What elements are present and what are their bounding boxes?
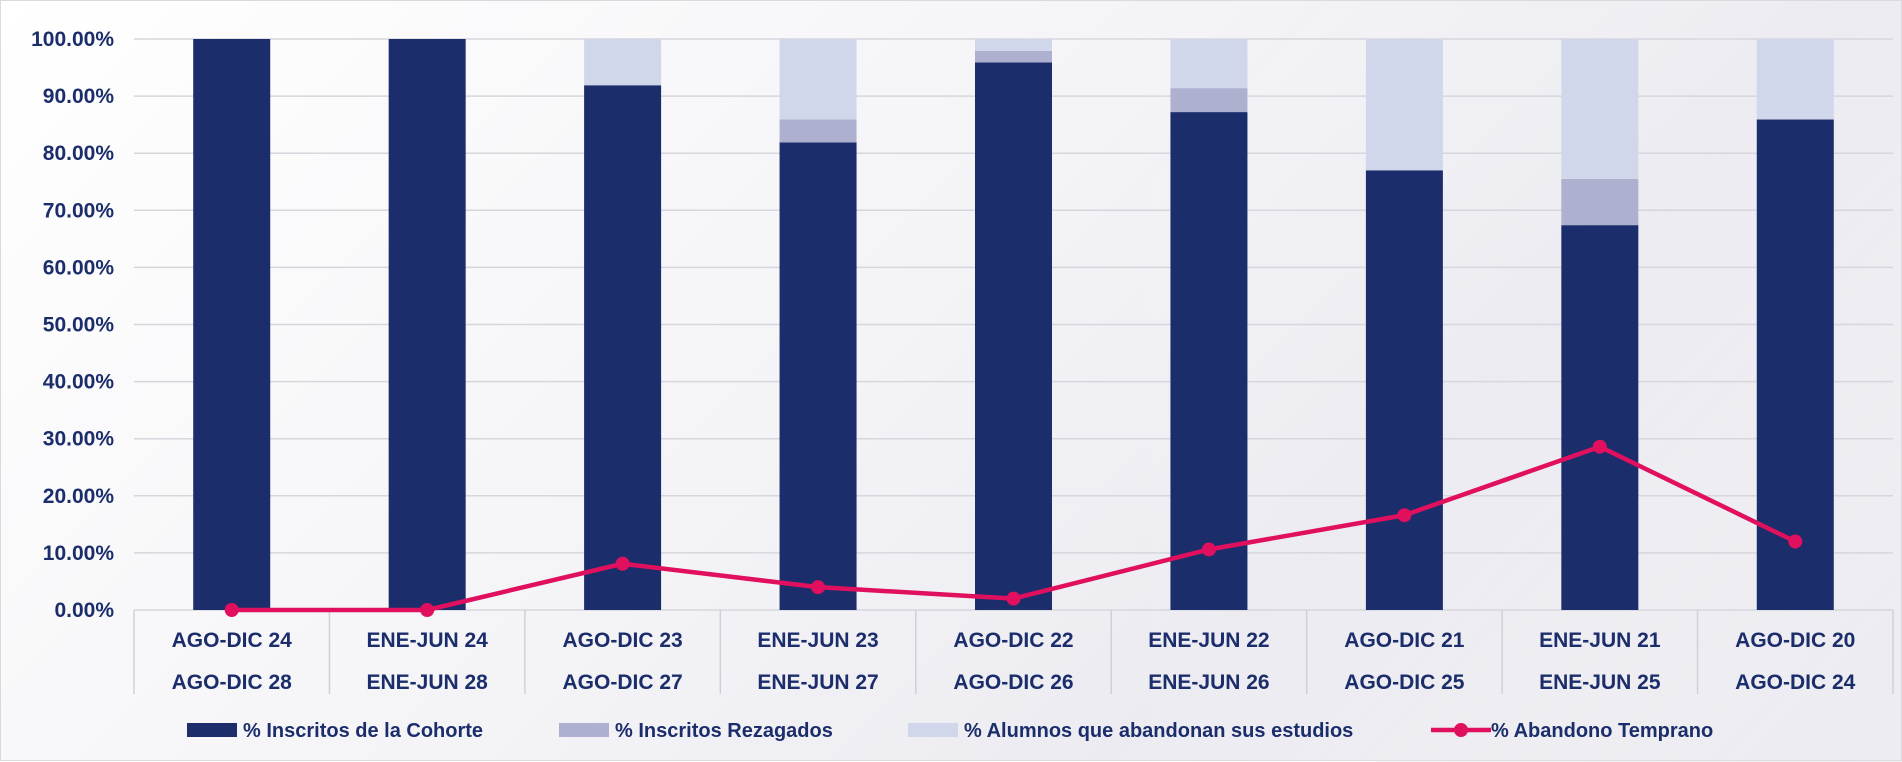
x-category-label: ENE-JUN 25 [1539, 671, 1661, 694]
bar-segment [1756, 39, 1834, 120]
legend-swatch [187, 723, 237, 737]
bar-segment [1561, 39, 1639, 179]
y-tick-label: 70.00% [43, 199, 115, 222]
bar-segment [1365, 39, 1443, 171]
bar-segment [779, 142, 857, 610]
bar-segment [975, 39, 1052, 51]
x-category-label: ENE-JUN 28 [366, 671, 488, 694]
y-tick-label: 30.00% [43, 428, 115, 451]
line-point [1592, 439, 1607, 454]
bar-segment [779, 39, 857, 120]
line-point [224, 603, 239, 617]
y-tick-label: 90.00% [43, 85, 115, 108]
x-category-label: ENE-JUN 27 [757, 671, 878, 694]
line-point [1201, 542, 1216, 557]
x-category-label: AGO-DIC 27 [563, 671, 683, 694]
legend-label: % Inscritos Rezagados [615, 720, 833, 742]
y-tick-label: 10.00% [43, 542, 115, 565]
line-point [1788, 534, 1803, 549]
y-tick-label: 80.00% [43, 142, 115, 165]
x-category-label: AGO-DIC 21 [1344, 629, 1465, 652]
y-tick-label: 100.00% [31, 28, 114, 51]
legend-marker [1454, 723, 1468, 737]
bar-segment [1170, 112, 1248, 610]
bar-segment [1561, 225, 1639, 610]
bar-segment [975, 50, 1052, 63]
line-series [224, 439, 1803, 617]
y-axis-ticks: 0.00% 10.00% 20.00% 30.00% 40.00% 50.00% 60.00… [31, 28, 114, 622]
x-category-label: ENE-JUN 26 [1148, 671, 1269, 694]
x-category-label: AGO-DIC 25 [1344, 671, 1465, 694]
bar-segment [388, 39, 466, 610]
x-category-label: ENE-JUN 21 [1539, 629, 1661, 652]
bar-segment [1365, 170, 1443, 610]
legend-label: % Alumnos que abandonan sus estudios [964, 720, 1353, 742]
bar-segment [1170, 88, 1248, 113]
line-point [811, 580, 826, 595]
x-category-label: ENE-JUN 24 [366, 629, 488, 652]
bar-segment [1170, 39, 1248, 89]
x-category-label: AGO-DIC 22 [953, 629, 1073, 652]
x-category-label: AGO-DIC 28 [172, 671, 293, 694]
bar-segment [975, 62, 1052, 610]
bar-segment [1561, 178, 1639, 226]
x-category-label: AGO-DIC 24 [1735, 671, 1856, 694]
legend-swatch [908, 723, 958, 737]
y-tick-label: 50.00% [43, 314, 115, 337]
y-tick-label: 20.00% [43, 485, 115, 508]
bar-segment [193, 39, 271, 610]
bar-segment [779, 119, 857, 143]
legend: % Inscritos de la Cohorte % Inscritos Rez… [187, 720, 1713, 742]
line-point [1397, 508, 1412, 523]
x-category-label: AGO-DIC 20 [1735, 629, 1855, 652]
line-point [420, 603, 435, 617]
x-category-label: AGO-DIC 26 [953, 671, 1073, 694]
line-point [1006, 591, 1021, 606]
bar-segment [584, 39, 662, 86]
legend-label: % Inscritos de la Cohorte [243, 720, 483, 742]
x-category-label: AGO-DIC 24 [172, 629, 293, 652]
x-category-label: AGO-DIC 23 [563, 629, 683, 652]
y-tick-label: 0.00% [54, 599, 114, 622]
x-category-label: ENE-JUN 23 [757, 629, 878, 652]
legend-swatch [559, 723, 609, 737]
bars [193, 39, 1834, 611]
bar-segment [584, 85, 662, 611]
y-tick-label: 60.00% [43, 256, 115, 279]
line-point [615, 556, 630, 571]
y-tick-label: 40.00% [43, 371, 115, 394]
x-category-label: ENE-JUN 22 [1148, 629, 1269, 652]
legend-label: % Abandono Temprano [1491, 720, 1713, 742]
x-axis-categories: AGO-DIC 24 AGO-DIC 28 ENE-JUN 24 ENE-JUN 28… [172, 629, 1856, 694]
